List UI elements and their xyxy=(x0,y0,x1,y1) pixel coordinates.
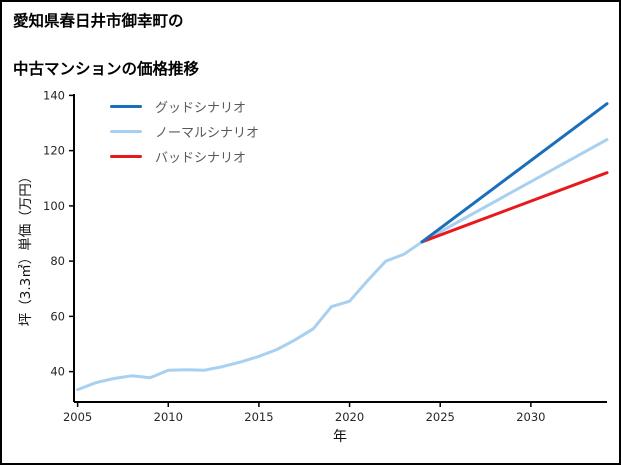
y-tick-label: 140 xyxy=(43,88,65,102)
x-tick-label: 2020 xyxy=(335,410,364,424)
good-scenario-line-swatch xyxy=(110,105,142,108)
y-axis-label: 坪（3.3㎡）単価（万円） xyxy=(18,169,34,327)
legend-label-bad: バッドシナリオ xyxy=(155,151,247,166)
x-tick-label: 2010 xyxy=(154,410,183,424)
bad-scenario-line-swatch xyxy=(110,155,142,158)
x-tick-label: 2030 xyxy=(516,410,545,424)
x-tick-label: 2025 xyxy=(426,410,455,424)
normal-scenario-line-swatch xyxy=(110,130,142,133)
legend-item-normal: ノーマルシナリオ xyxy=(110,123,260,141)
title-line-2: 中古マンションの価格推移 xyxy=(13,60,200,79)
x-tick-label: 2015 xyxy=(244,410,273,424)
good-scenario-line xyxy=(420,102,609,244)
y-tick-label: 60 xyxy=(50,309,65,323)
x-tick-label: 2005 xyxy=(63,410,92,424)
legend-label-normal: ノーマルシナリオ xyxy=(155,126,260,141)
y-tick-label: 40 xyxy=(50,365,65,379)
x-axis-label: 年 xyxy=(333,429,347,445)
legend-item-good: グッドシナリオ xyxy=(110,98,259,116)
bad-scenario-line xyxy=(420,171,609,244)
legend-item-bad: バッドシナリオ xyxy=(110,148,259,166)
y-tick-label: 80 xyxy=(50,254,65,268)
title-line-1: 愛知県春日井市御幸町の xyxy=(13,12,184,30)
normal-scenario-line xyxy=(76,138,609,392)
page-title: 愛知県春日井市御幸町の 中古マンションの価格推移 xyxy=(13,9,199,81)
legend: グッドシナリオ ノーマルシナリオ バッドシナリオ xyxy=(110,98,260,166)
y-tick-label: 120 xyxy=(43,144,65,158)
legend-label-good: グッドシナリオ xyxy=(155,101,247,116)
y-tick-label: 100 xyxy=(43,199,65,213)
